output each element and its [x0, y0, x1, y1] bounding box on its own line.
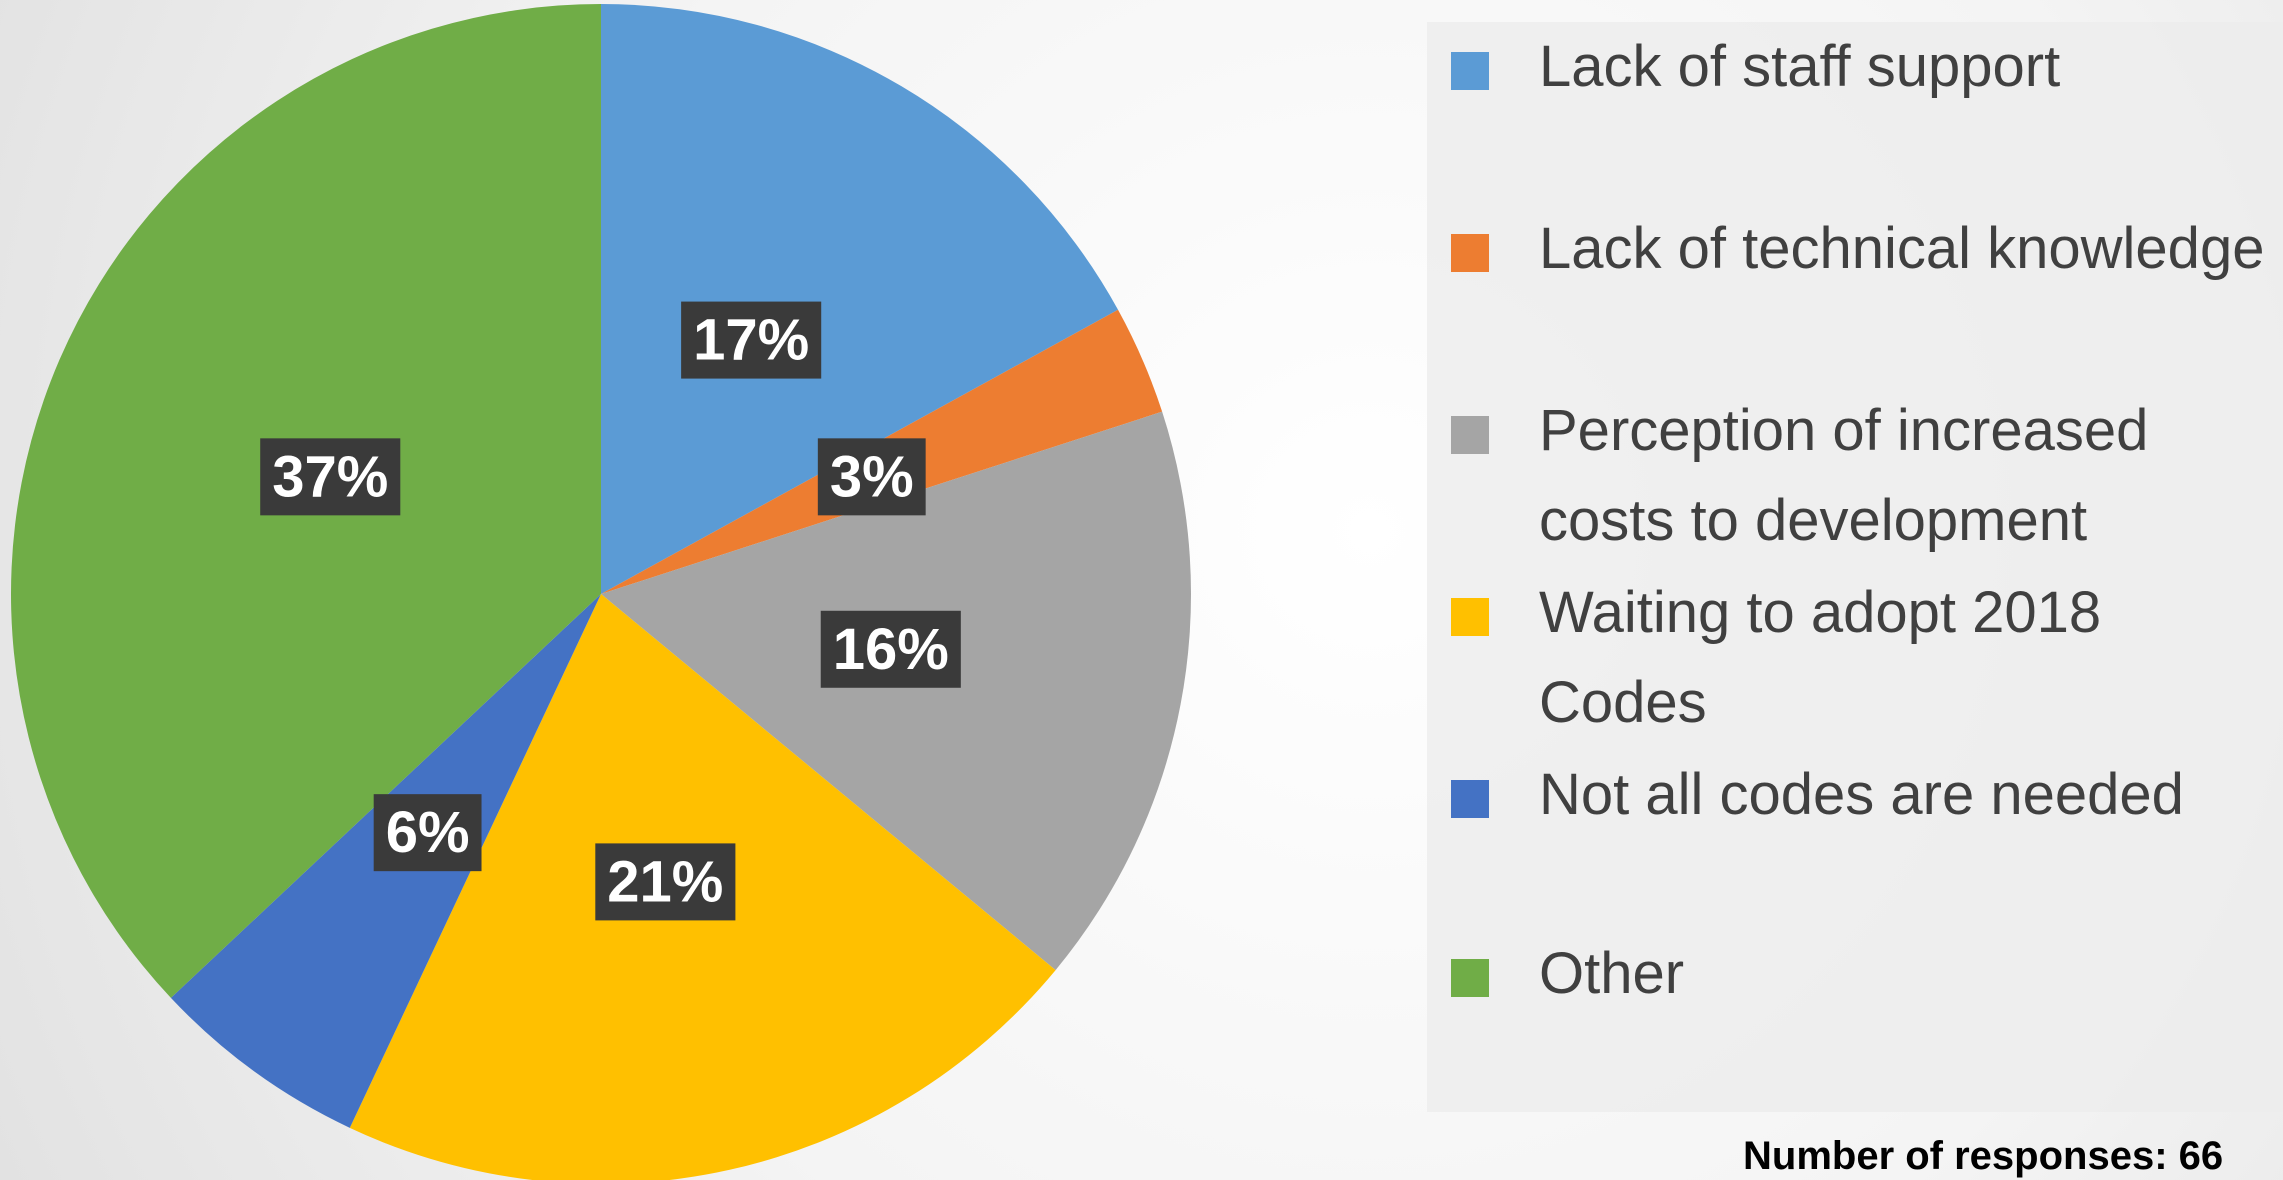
data-label: 16%	[833, 617, 949, 682]
legend-swatch	[1451, 52, 1489, 90]
legend-swatch	[1451, 416, 1489, 454]
legend-swatch	[1451, 234, 1489, 272]
pie-slice	[601, 4, 1119, 594]
legend-swatch	[1451, 959, 1489, 997]
legend-label: Lack of technical knowledge	[1539, 216, 2265, 281]
pie-chart: 17% 3% 16% 21% 6% 37%	[11, 4, 1191, 1180]
data-label-box	[373, 794, 482, 872]
legend-label: Perception of increased costs to develop…	[1539, 398, 2149, 553]
data-label: 37%	[272, 444, 388, 509]
data-label-box	[260, 438, 401, 516]
legend: Lack of staff support Lack of technical k…	[1427, 22, 2283, 1112]
annotation: Number of responses: 66	[1743, 1134, 2224, 1178]
data-label-box	[681, 301, 822, 379]
data-label-box	[817, 438, 926, 516]
legend-swatch	[1451, 598, 1489, 636]
legend-label: Other	[1539, 941, 1685, 1006]
data-label: 17%	[693, 308, 809, 373]
legend-label: Waiting to adopt 2018 Codes	[1539, 580, 2102, 735]
data-label-box	[820, 610, 961, 688]
legend-label: Lack of staff support	[1539, 34, 2061, 99]
legend-label: Not all codes are needed	[1539, 762, 2184, 827]
data-label: 3%	[830, 444, 914, 509]
legend-swatch	[1451, 780, 1489, 818]
pie-slice	[601, 411, 1191, 971]
data-label-box	[595, 843, 736, 921]
data-label: 6%	[386, 800, 470, 865]
data-label: 21%	[607, 849, 723, 914]
